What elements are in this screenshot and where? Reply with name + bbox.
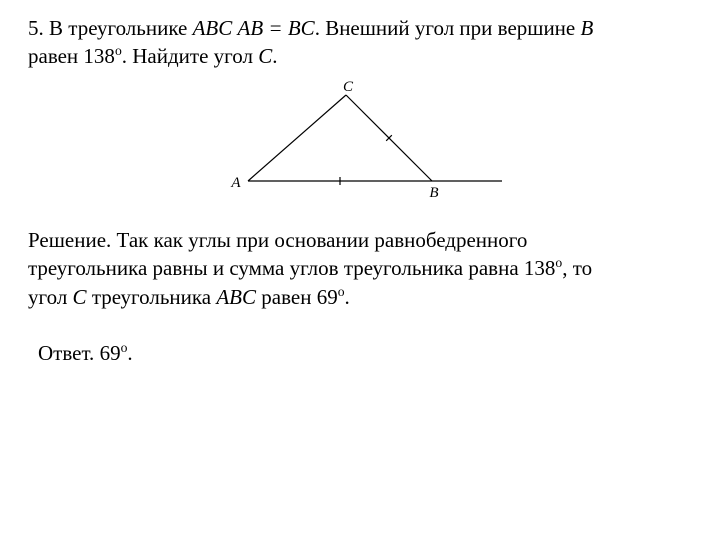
text: Так как углы при основании равнобедренно… <box>111 228 527 252</box>
text: , то <box>562 256 592 280</box>
vertex-c: C <box>258 44 272 68</box>
side-ab: AB <box>238 16 264 40</box>
triangle-svg: A B C <box>210 81 510 201</box>
text: . <box>272 44 277 68</box>
svg-text:B: B <box>429 185 438 201</box>
text: . <box>345 285 350 309</box>
vertex-b: B <box>581 16 594 40</box>
answer-heading: Ответ. <box>38 341 94 365</box>
text: равен 69 <box>256 285 338 309</box>
solution-heading: Решение. <box>28 228 111 252</box>
problem-number: 5. <box>28 16 44 40</box>
problem-statement: 5. В треугольнике ABC AB = BC. Внешний у… <box>28 14 692 71</box>
triangle-name: ABC <box>193 16 233 40</box>
text: . Найдите угол <box>122 44 258 68</box>
answer-value: 69 <box>94 341 120 365</box>
degree-symbol: о <box>338 284 345 299</box>
equals: = <box>263 16 288 40</box>
triangle-name: ABC <box>216 285 256 309</box>
text: . Внешний угол при вершине <box>315 16 581 40</box>
svg-text:A: A <box>230 175 241 191</box>
text: В треугольнике <box>44 16 193 40</box>
text: угол <box>28 285 73 309</box>
text: равен 138 <box>28 44 115 68</box>
text: треугольника равны и сумма углов треугол… <box>28 256 555 280</box>
text: треугольника <box>87 285 217 309</box>
figure-container: A B C <box>28 81 692 208</box>
side-bc: BC <box>288 16 315 40</box>
triangle-figure: A B C <box>210 81 510 201</box>
solution-block: Решение. Так как углы при основании равн… <box>28 226 692 311</box>
degree-symbol: o <box>115 43 122 58</box>
vertex-c: C <box>73 285 87 309</box>
svg-text:C: C <box>343 81 354 95</box>
text: . <box>127 341 132 365</box>
answer-block: Ответ. 69о. <box>38 339 692 367</box>
